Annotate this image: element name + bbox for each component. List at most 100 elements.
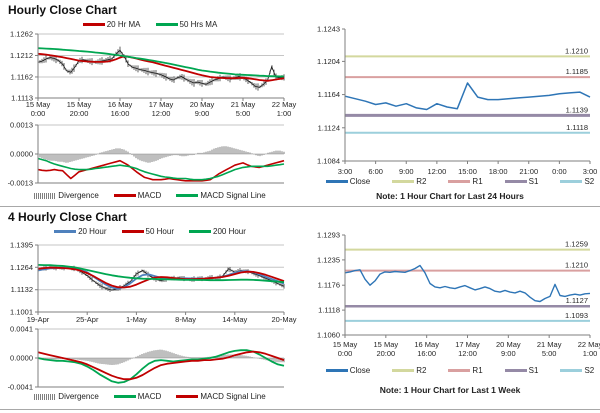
legend-item-20-hr-ma: 20 Hr MA (82, 20, 141, 29)
svg-text:0.0013: 0.0013 (10, 121, 33, 130)
legend-item-macd-signal-line: MACD Signal Line (176, 191, 266, 200)
svg-text:1.1293: 1.1293 (317, 231, 340, 240)
svg-text:1.1139: 1.1139 (566, 105, 588, 114)
svg-text:0:00: 0:00 (338, 349, 353, 358)
legend-swatch (448, 180, 471, 183)
legend-label: S2 (584, 366, 595, 375)
svg-text:1.1235: 1.1235 (317, 255, 340, 264)
svg-text:17 May: 17 May (455, 340, 480, 349)
legend-label: R2 (416, 177, 427, 186)
legend-label: R1 (472, 177, 483, 186)
svg-text:20 May: 20 May (190, 100, 215, 109)
legend-item-s2: S2 (560, 366, 594, 375)
svg-text:1:00: 1:00 (277, 109, 292, 118)
legend-swatch (504, 180, 527, 183)
svg-text:1.1093: 1.1093 (565, 311, 588, 320)
legend-swatch (155, 23, 178, 26)
svg-text:15 May: 15 May (333, 340, 358, 349)
svg-text:17 May: 17 May (149, 100, 174, 109)
legend-label: Divergence (58, 392, 99, 401)
legend-label: S1 (528, 177, 539, 186)
legend-label: MACD Signal Line (200, 191, 266, 200)
legend-swatch (34, 393, 57, 400)
legend-label: MACD (137, 191, 162, 200)
legend-item-r1: R1 (448, 366, 483, 375)
last24h-chart: 1.1210 1.1185 1.1139 1.1118 1.1243 1.1204 1.11… (317, 25, 597, 177)
legend-swatch (325, 369, 348, 372)
legend-item-macd: MACD (113, 392, 161, 401)
svg-text:1.1113: 1.1113 (11, 94, 33, 103)
legend-swatch (113, 395, 136, 398)
legend-label: S2 (584, 177, 595, 186)
legend-item-macd-signal-line: MACD Signal Line (176, 392, 266, 401)
svg-text:18:00: 18:00 (489, 167, 508, 176)
svg-text:20 May: 20 May (496, 340, 521, 349)
legend-label: R2 (416, 366, 427, 375)
svg-text:1.1164: 1.1164 (318, 90, 340, 99)
svg-text:1.1176: 1.1176 (318, 281, 340, 290)
hourly-ma-legend: 20 Hr MA 50 Hrs MA (0, 20, 300, 29)
svg-text:6:00: 6:00 (368, 167, 383, 176)
svg-text:16:00: 16:00 (111, 109, 130, 118)
legend-swatch (325, 180, 348, 183)
svg-text:15 May: 15 May (26, 100, 51, 109)
legend-swatch (560, 180, 583, 183)
legend-label: Close (349, 177, 371, 186)
legend-swatch (34, 192, 57, 199)
legend-label: 50 Hrs MA (179, 20, 218, 29)
legend-item-r2: R2 (392, 177, 426, 186)
legend-item-close: Close (325, 177, 371, 186)
section-divider (0, 206, 600, 207)
svg-text:9:00: 9:00 (501, 349, 516, 358)
legend-swatch (392, 369, 415, 372)
svg-text:22 May: 22 May (272, 100, 297, 109)
svg-text:0.0041: 0.0041 (10, 325, 33, 334)
svg-text:0.0000: 0.0000 (10, 150, 33, 159)
svg-text:15 May: 15 May (374, 340, 399, 349)
svg-text:1.1262: 1.1262 (10, 30, 33, 39)
svg-text:9:00: 9:00 (399, 167, 414, 176)
legend-item-divergence: Divergence (34, 392, 99, 401)
legend-swatch (448, 369, 471, 372)
svg-text:22 May: 22 May (578, 340, 600, 349)
svg-text:15:00: 15:00 (458, 167, 477, 176)
svg-text:19-Apr: 19-Apr (27, 315, 50, 324)
legend-label: 50 Hour (145, 227, 174, 236)
hourly-macd-chart: 0.0013 0.0000 -0.0013 (8, 121, 285, 188)
svg-text:1-May: 1-May (126, 315, 147, 324)
legend-swatch (189, 230, 211, 233)
svg-text:-0.0013: -0.0013 (8, 179, 33, 188)
four-hourly-macd-chart: 0.0041 0.0000 -0.0041 (8, 325, 285, 392)
legend-label: 200 Hour (213, 227, 246, 236)
svg-text:20:00: 20:00 (376, 349, 395, 358)
svg-text:-0.0041: -0.0041 (8, 383, 33, 392)
svg-text:16:00: 16:00 (417, 349, 436, 358)
legend-swatch (560, 369, 583, 372)
svg-text:1.1084: 1.1084 (317, 157, 340, 166)
svg-text:1.1118: 1.1118 (318, 306, 340, 315)
legend-item-s1: S1 (504, 177, 539, 186)
svg-text:21:00: 21:00 (519, 167, 538, 176)
svg-text:1:00: 1:00 (583, 349, 598, 358)
svg-text:1.1132: 1.1132 (11, 285, 33, 294)
hourly-chart-title: Hourly Close Chart (8, 3, 117, 17)
svg-text:1.1264: 1.1264 (10, 263, 33, 272)
four-hourly-ma-legend: 20 Hour 50 Hour 200 Hour (0, 227, 300, 236)
svg-text:1.1259: 1.1259 (565, 240, 588, 249)
svg-text:1.1185: 1.1185 (566, 67, 588, 76)
last1week-note: Note: 1 Hour Chart for Last 1 Week (379, 385, 521, 395)
svg-text:1.1118: 1.1118 (566, 123, 588, 132)
legend-item-200-hour: 200 Hour (189, 227, 246, 236)
svg-text:21 May: 21 May (231, 100, 256, 109)
svg-text:8-May: 8-May (175, 315, 196, 324)
last1week-chart: 1.1259 1.1210 1.1127 1.1093 1.1293 1.1235 1.11… (317, 231, 600, 359)
svg-text:0.0000: 0.0000 (10, 354, 33, 363)
svg-text:25-Apr: 25-Apr (76, 315, 99, 324)
legend-label: R1 (472, 366, 483, 375)
legend-swatch (54, 230, 77, 233)
svg-text:1.1395: 1.1395 (10, 241, 33, 250)
legend-swatch (176, 194, 199, 197)
